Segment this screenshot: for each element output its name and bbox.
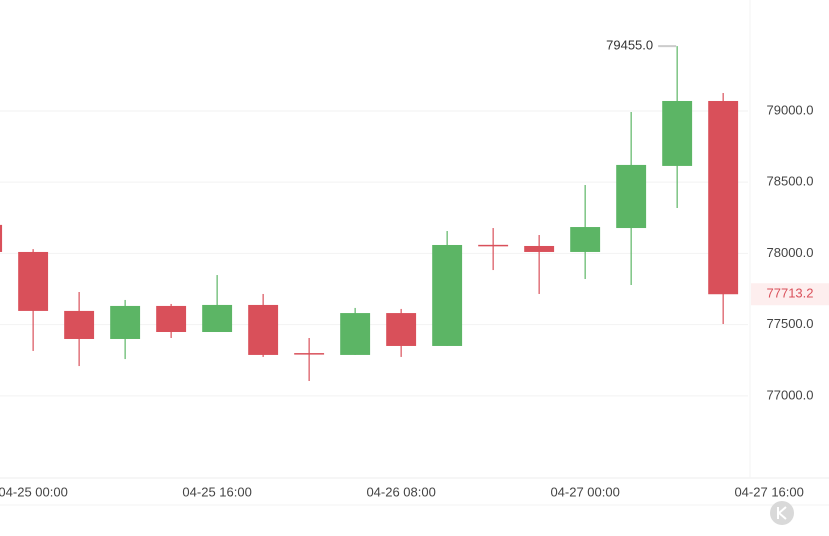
candle-body	[662, 100, 693, 166]
x-tick-label: 04-27 00:00	[550, 484, 619, 499]
y-tick-label: 77000.0	[767, 387, 814, 402]
logo-icon[interactable]	[770, 501, 794, 525]
candle-body	[156, 305, 187, 333]
y-tick-label: 78500.0	[767, 174, 814, 189]
last-price-label: 77713.2	[767, 286, 814, 301]
x-tick-label: 04-25 16:00	[182, 484, 251, 499]
candle-body	[570, 227, 601, 252]
y-tick-label: 79000.0	[767, 102, 814, 117]
candles	[0, 46, 739, 382]
candle-body	[110, 305, 141, 339]
x-tick-label: 04-27 16:00	[734, 484, 803, 499]
candle-body	[202, 304, 233, 333]
last-price-tag	[751, 283, 829, 306]
candle-body	[64, 310, 95, 339]
candle-body	[0, 224, 3, 252]
candle-body	[478, 244, 509, 247]
max-label: 79455.0	[606, 38, 653, 53]
candle-body	[386, 313, 417, 346]
candle-body	[340, 313, 371, 355]
x-tick-label: 04-25 00:00	[0, 484, 68, 499]
candle-body	[18, 251, 49, 311]
y-tick-label: 77500.0	[767, 316, 814, 331]
candle-body	[432, 244, 463, 346]
candle-body	[294, 353, 325, 355]
candle-body	[524, 245, 555, 252]
x-tick-label: 04-26 08:00	[366, 484, 435, 499]
candle-body	[708, 100, 739, 295]
candle-body	[248, 304, 279, 355]
candle-body	[616, 164, 647, 229]
y-tick-label: 78000.0	[767, 245, 814, 260]
